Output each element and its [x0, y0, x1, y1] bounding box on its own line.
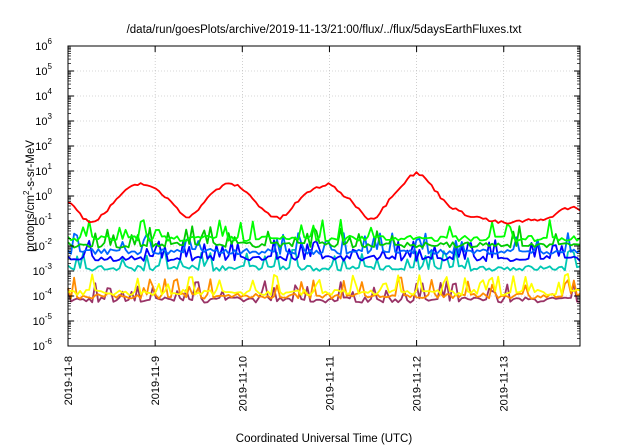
- x-tick-label: 2019-11-11: [324, 356, 336, 411]
- y-tick-label: 10-1: [33, 212, 53, 228]
- y-tick-label: 104: [35, 87, 52, 103]
- series-line: [67, 218, 581, 242]
- y-tick-label: 10-5: [33, 312, 53, 328]
- x-tick-label: 2019-11-10: [237, 356, 249, 411]
- x-tick-label: 2019-11-13: [499, 356, 511, 411]
- y-tick-label: 101: [35, 162, 52, 178]
- series-line: [67, 239, 581, 262]
- series-group: [67, 171, 581, 304]
- x-tick-label: 2019-11-8: [63, 356, 75, 405]
- series-line: [67, 248, 581, 272]
- series-line: [67, 232, 581, 256]
- y-tick-label: 10-6: [33, 337, 53, 353]
- y-tick-label: 100: [35, 187, 52, 203]
- y-tick-label: 105: [35, 62, 52, 78]
- y-tick-label: 103: [35, 112, 52, 128]
- x-axis-label: Coordinated Universal Time (UTC): [236, 433, 413, 445]
- chart-title: /data/run/goesPlots/archive/2019-11-13/2…: [127, 24, 523, 36]
- axis-ticks: 10-6 10-5 10-4 10-3 10-2 10-1 100 101 102 103 104 1…: [33, 37, 580, 411]
- series-line: [67, 273, 581, 296]
- y-tick-label: 106: [35, 37, 52, 53]
- y-tick-label: 10-2: [33, 237, 53, 253]
- y-axis-label: protons/cm2-s-sr-MeV: [22, 140, 37, 252]
- x-tick-label: 2019-11-12: [412, 356, 424, 411]
- series-line: [67, 171, 581, 225]
- y-tick-label: 10-4: [33, 287, 53, 303]
- y-tick-label: 102: [35, 137, 52, 153]
- x-tick-label: 2019-11-9: [150, 356, 162, 405]
- series-line: [67, 225, 581, 249]
- y-tick-label: 10-3: [33, 262, 53, 278]
